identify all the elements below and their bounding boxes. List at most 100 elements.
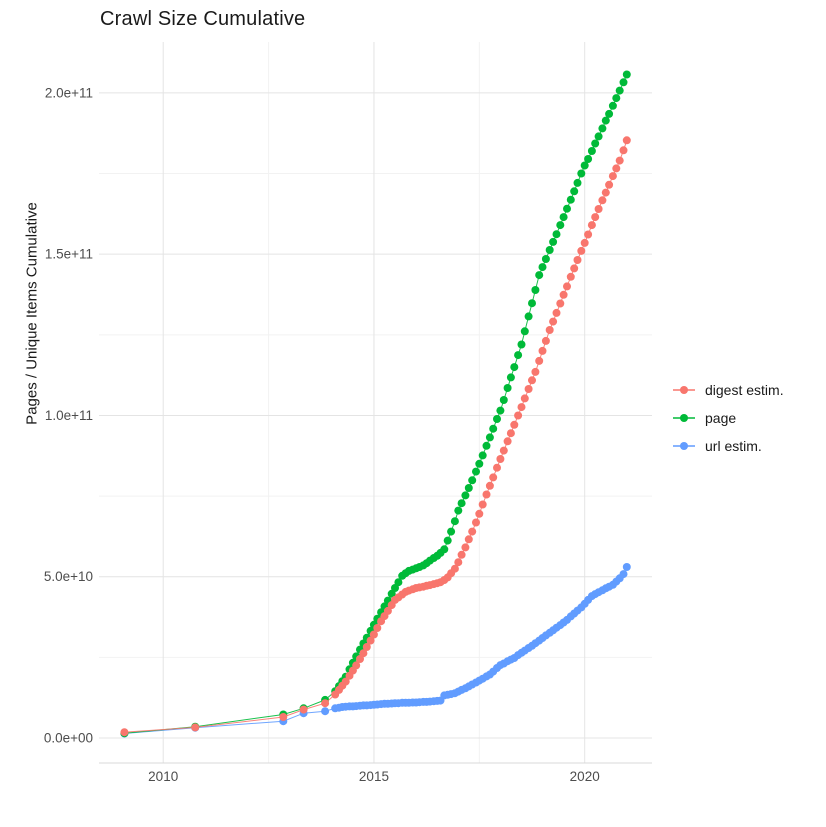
data-point-digest-estim [369,630,378,639]
data-point-page [440,545,449,554]
data-point-digest-estim [510,420,519,429]
data-point-digest-estim [356,655,364,663]
data-point-page [535,271,544,280]
data-point-digest-estim [359,649,368,658]
data-point-page [394,578,403,587]
data-point-page [387,589,396,598]
data-point-digest-estim [489,473,498,482]
data-point-page [594,132,603,141]
data-point-digest-estim [528,376,536,385]
data-point-digest-estim [352,661,361,670]
data-point-digest-estim [587,221,596,230]
data-point-page [485,433,494,442]
data-point-digest-estim [503,437,512,446]
data-point-page [608,101,617,110]
data-point-page [528,299,536,308]
data-point-page [524,312,533,321]
data-point-digest-estim [520,394,529,403]
data-point-digest-estim [570,264,579,273]
data-point-page [622,70,631,79]
data-point-digest-estim [552,308,561,317]
data-point-page [570,187,579,196]
y-tick-label: 0.0e+00 [44,731,93,746]
data-point-page [573,178,582,187]
data-point-digest-estim [506,429,515,438]
x-tick-label: 2020 [570,769,600,784]
data-point-page [443,536,452,545]
data-point-page [510,363,519,372]
legend-key-icon [673,441,695,450]
data-point-page [517,340,526,349]
data-point-page [541,255,550,263]
data-point-page [605,109,614,118]
data-point-page [615,86,624,95]
data-point-page [493,415,501,423]
data-point-page [464,484,473,492]
data-point-page [506,373,515,382]
data-point-digest-estim [549,317,558,326]
data-point-page [472,467,480,476]
series-digest-estim [120,136,631,737]
data-point-digest-estim [468,527,477,536]
series-page [120,70,631,738]
data-point-digest-estim [493,463,501,472]
data-point-page [598,124,607,133]
data-point-digest-estim [541,336,550,345]
data-point-digest-estim [556,299,565,308]
data-point-url-estim [622,563,631,571]
data-point-page [514,351,523,360]
data-point-digest-estim [120,728,129,737]
data-point-page [559,213,568,222]
data-point-digest-estim [559,290,568,299]
y-tick-label: 1.5e+11 [45,247,93,262]
data-point-page [475,459,484,468]
data-point-digest-estim [299,705,308,714]
legend-label: digest estim. [705,381,784,398]
data-point-digest-estim [615,156,624,165]
data-point-page [391,584,399,592]
data-point-digest-estim [598,196,607,205]
data-point-digest-estim [362,643,371,651]
data-point-digest-estim [321,699,330,708]
data-point-page [482,441,491,450]
data-point-page [549,237,558,246]
data-point-digest-estim [608,172,617,181]
data-point-digest-estim [482,490,491,499]
data-point-digest-estim [545,326,554,334]
data-point-page [601,116,610,125]
data-point-page [552,230,561,239]
data-point-digest-estim [191,723,200,732]
data-point-digest-estim [464,535,473,544]
data-point-digest-estim [461,543,470,552]
legend-key-icon [673,385,695,394]
data-point-digest-estim [577,246,586,255]
legend-item-page: page [672,408,784,427]
data-point-digest-estim [496,455,505,463]
data-point-digest-estim [499,446,508,455]
data-point-page [531,286,540,294]
plot-title: Crawl Size Cumulative [100,8,306,30]
data-point-digest-estim [341,677,350,686]
data-point-digest-estim [517,403,526,412]
data-point-digest-estim [622,136,631,145]
data-point-page [563,204,571,213]
data-point-page [454,506,463,515]
data-point-digest-estim [538,346,547,355]
data-point-page [591,139,600,148]
data-point-digest-estim [279,713,288,721]
data-point-page [538,263,547,272]
data-point-page [577,169,586,178]
data-point-digest-estim [573,256,582,264]
data-point-digest-estim [485,481,494,490]
data-point-digest-estim [591,213,600,222]
data-point-page [503,384,512,392]
legend-item-digest-estim: digest estim. [672,380,784,399]
data-point-digest-estim [373,624,382,632]
data-point-page [478,451,487,460]
data-point-digest-estim [475,509,484,518]
data-point-digest-estim [566,272,575,281]
data-point-digest-estim [601,188,610,197]
data-point-url-estim [321,707,330,716]
